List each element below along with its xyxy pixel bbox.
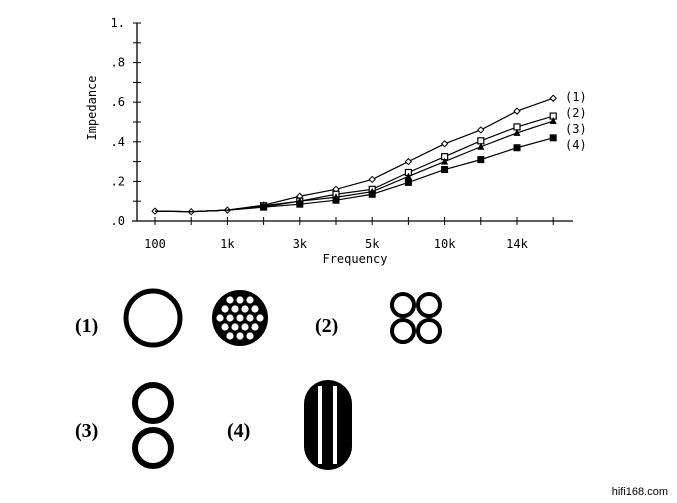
data-point	[441, 157, 449, 165]
strand	[231, 305, 239, 313]
strand	[236, 296, 244, 304]
series-label: (1)	[565, 90, 587, 104]
data-point	[513, 128, 521, 136]
section-label-4: (4)	[227, 420, 250, 442]
strand	[246, 314, 254, 322]
strand	[226, 296, 234, 304]
x-tick-label: 1k	[220, 237, 235, 251]
series-label: (2)	[565, 106, 587, 120]
strand	[241, 323, 249, 331]
strand	[256, 314, 264, 322]
section-label-3: (3)	[75, 420, 98, 442]
data-point	[477, 156, 485, 164]
x-tick-label: 10k	[434, 237, 456, 251]
data-point	[477, 126, 485, 134]
series-4: (4)	[154, 134, 587, 213]
strand	[241, 305, 249, 313]
data-point	[404, 157, 413, 166]
strand	[251, 305, 259, 313]
series-line	[154, 137, 554, 213]
data-point	[441, 166, 449, 174]
y-tick-label: .0	[111, 214, 125, 228]
strand	[226, 332, 234, 340]
strand	[231, 323, 239, 331]
y-tick-label: 1.	[111, 16, 125, 30]
data-point	[404, 178, 412, 186]
data-point	[368, 175, 376, 184]
data-point	[513, 144, 521, 152]
data-point	[332, 196, 340, 204]
series-line	[154, 120, 554, 213]
data-point	[368, 190, 376, 198]
series-label: (4)	[565, 138, 587, 152]
x-tick-label: 14k	[506, 237, 528, 251]
strand	[236, 314, 244, 322]
section-label-2: (2)	[315, 315, 338, 337]
strand	[251, 323, 259, 331]
data-point	[296, 200, 304, 208]
data-point	[549, 117, 557, 125]
x-axis-label: Frequency	[322, 252, 387, 266]
data-point	[440, 140, 449, 148]
data-point	[513, 107, 521, 115]
x-tick-label: 3k	[293, 237, 308, 251]
series-group: (1) (2) (3) (4)	[151, 90, 587, 216]
data-point	[549, 94, 557, 102]
axes: .0 .2 .4 .6 .8 1. 100 1k 3k 5k 10k 14k	[111, 16, 573, 251]
data-point	[260, 203, 268, 211]
quad-ring-conductor	[390, 292, 442, 344]
y-tick-label: .8	[111, 56, 125, 70]
series-label: (3)	[565, 122, 587, 136]
x-tick-label: 5k	[365, 237, 380, 251]
strand	[226, 314, 234, 322]
y-axis-label: Impedance	[85, 75, 99, 140]
watermark: hifi168.com	[612, 486, 668, 498]
data-point	[549, 134, 557, 142]
strand	[221, 323, 229, 331]
cross-sections: (1) (2) (3) (4)	[75, 288, 442, 470]
data-point	[404, 172, 412, 180]
x-tick-label: 100	[144, 237, 166, 251]
y-tick-label: .4	[111, 135, 125, 149]
strand	[246, 332, 254, 340]
flat-ribbon-conductor	[304, 380, 352, 470]
strand	[236, 332, 244, 340]
multi-strand-bundle	[212, 290, 268, 346]
y-tick-label: .6	[111, 95, 125, 109]
strand	[246, 296, 254, 304]
strand	[221, 305, 229, 313]
strand	[216, 314, 224, 322]
section-label-1: (1)	[75, 315, 98, 337]
y-tick-label: .2	[111, 174, 125, 188]
single-strand-ring	[123, 288, 183, 348]
figure-eight-conductor	[132, 382, 174, 469]
data-point	[477, 142, 485, 150]
